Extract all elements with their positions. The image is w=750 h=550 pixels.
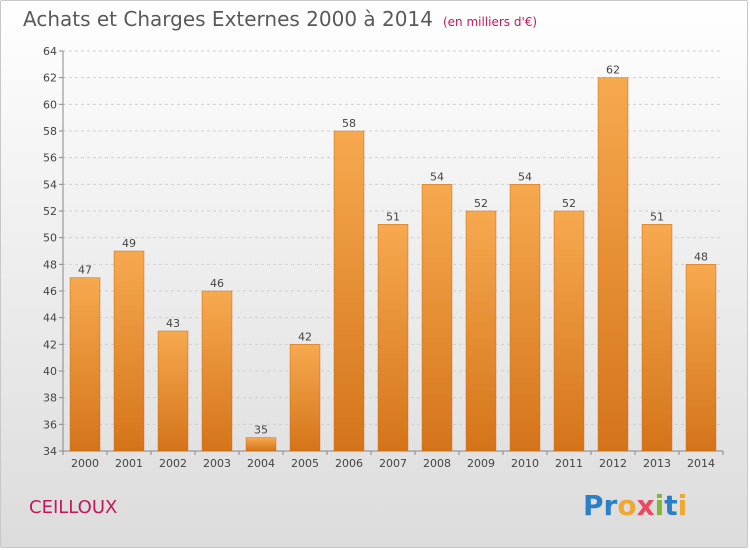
y-tick-label: 46	[43, 285, 57, 298]
logo-letter: i	[677, 489, 688, 522]
x-tick-label: 2007	[379, 457, 407, 470]
bar-2001	[113, 250, 145, 452]
bar-2012	[597, 77, 629, 452]
bar-2014	[685, 264, 717, 452]
logo-letter: r	[603, 489, 618, 522]
place-name: CEILLOUX	[29, 497, 118, 518]
logo-letter: P	[583, 489, 604, 522]
chart-title: Achats et Charges Externes 2000 à 2014 (e…	[23, 7, 537, 31]
x-tick-label: 2000	[71, 457, 99, 470]
data-label-2005: 42	[298, 330, 312, 343]
y-tick-label: 52	[43, 205, 57, 218]
x-tick-label: 2003	[203, 457, 231, 470]
x-tick-label: 2008	[423, 457, 451, 470]
y-tick-label: 40	[43, 365, 57, 378]
proxiti-logo: Proxiti	[583, 489, 687, 522]
data-label-2013: 51	[650, 210, 664, 223]
x-tick-label: 2013	[643, 457, 671, 470]
x-tick-label: 2011	[555, 457, 583, 470]
bar-2006	[333, 130, 365, 452]
y-tick-label: 34	[43, 445, 57, 458]
x-tick-label: 2010	[511, 457, 539, 470]
bar-2005	[289, 344, 321, 452]
data-label-2008: 54	[430, 170, 444, 183]
y-tick-label: 38	[43, 392, 57, 405]
data-label-2007: 51	[386, 210, 400, 223]
y-tick-label: 58	[43, 125, 57, 138]
bar-2003	[201, 290, 233, 452]
logo-letter: i	[654, 489, 665, 522]
data-label-2011: 52	[562, 197, 576, 210]
data-label-2014: 48	[694, 250, 708, 263]
y-tick-label: 64	[43, 45, 57, 58]
bar-2009	[465, 210, 497, 452]
data-label-2012: 62	[606, 64, 620, 77]
bar-2008	[421, 184, 453, 452]
data-label-2004: 35	[254, 424, 268, 437]
x-tick-label: 2001	[115, 457, 143, 470]
x-tick-label: 2004	[247, 457, 275, 470]
y-tick-label: 50	[43, 232, 57, 245]
x-tick-label: 2009	[467, 457, 495, 470]
data-label-2001: 49	[122, 237, 136, 250]
x-tick-label: 2002	[159, 457, 187, 470]
bar-2011	[553, 210, 585, 452]
logo-letter: x	[636, 489, 655, 522]
logo-letter: t	[664, 489, 678, 522]
bar-2007	[377, 224, 409, 452]
bar-2000	[69, 277, 101, 452]
bar-2002	[157, 330, 189, 452]
labels: 34 36 38 40 42 44 46 48 50 52 54 56 58 60 62 64 2000 47 20…	[43, 45, 715, 470]
x-tick-label: 2014	[687, 457, 715, 470]
data-label-2006: 58	[342, 117, 356, 130]
data-label-2000: 47	[78, 264, 92, 277]
data-label-2009: 52	[474, 197, 488, 210]
logo-letter: o	[617, 489, 637, 522]
data-label-2010: 54	[518, 170, 532, 183]
bar-2013	[641, 224, 673, 452]
y-tick-label: 36	[43, 418, 57, 431]
bars	[69, 77, 717, 452]
y-tick-label: 54	[43, 178, 57, 191]
y-tick-label: 48	[43, 258, 57, 271]
data-label-2003: 46	[210, 277, 224, 290]
y-tick-label: 56	[43, 152, 57, 165]
data-label-2002: 43	[166, 317, 180, 330]
x-tick-label: 2005	[291, 457, 319, 470]
bar-2004	[245, 437, 277, 452]
y-tick-label: 60	[43, 98, 57, 111]
x-tick-label: 2006	[335, 457, 363, 470]
y-tick-label: 42	[43, 338, 57, 351]
x-tick-label: 2012	[599, 457, 627, 470]
y-tick-label: 44	[43, 312, 57, 325]
chart-subtitle: (en milliers d'€)	[442, 15, 538, 29]
chart-title-text: Achats et Charges Externes 2000 à 2014	[23, 7, 433, 31]
y-tick-label: 62	[43, 72, 57, 85]
bar-2010	[509, 184, 541, 452]
